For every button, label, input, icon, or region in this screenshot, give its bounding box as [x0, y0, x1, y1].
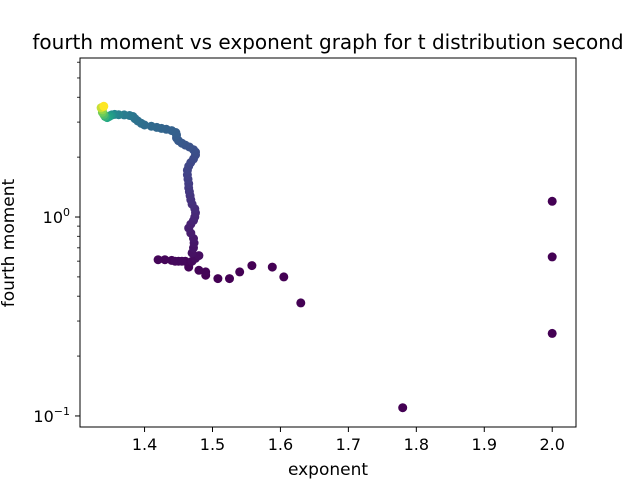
data-point: [194, 265, 204, 275]
data-point: [201, 267, 211, 277]
data-point: [170, 256, 180, 266]
plot-frame: [79, 57, 577, 428]
data-point: [235, 267, 245, 277]
data-point: [296, 298, 306, 308]
data-point: [194, 251, 204, 261]
data-point: [225, 274, 234, 284]
x-axis-label: exponent: [288, 460, 368, 480]
y-axis-label: fourth moment: [0, 178, 19, 307]
x-tick-label: 1.6: [268, 435, 293, 454]
x-tick-label: 1.8: [404, 435, 429, 454]
y-tick-label: 100: [43, 206, 70, 227]
x-axis: 1.4 1.5 1.6 1.7 1.8 1.9 2.0: [132, 427, 565, 454]
data-point: [213, 274, 223, 284]
data-point: [153, 255, 163, 265]
data-point: [547, 328, 557, 338]
x-tick-label: 1.7: [336, 435, 361, 454]
x-tick-label: 1.9: [472, 435, 497, 454]
data-point: [398, 403, 408, 413]
data-point: [247, 261, 257, 271]
data-point: [267, 262, 277, 272]
data-point: [177, 256, 187, 266]
y-axis: 100 10−1: [33, 61, 80, 426]
data-point: [279, 272, 289, 282]
data-point: [547, 252, 557, 262]
data-point: [160, 255, 170, 265]
y-tick-label: 10−1: [33, 405, 70, 426]
x-tick-label: 2.0: [539, 435, 564, 454]
data-point: [99, 101, 109, 111]
data-point: [547, 196, 557, 206]
points-layer: [96, 101, 557, 413]
chart-title: fourth moment vs exponent graph for t di…: [32, 30, 623, 54]
data-point: [146, 121, 156, 131]
x-tick-label: 1.5: [200, 435, 225, 454]
x-tick-label: 1.4: [132, 435, 157, 454]
